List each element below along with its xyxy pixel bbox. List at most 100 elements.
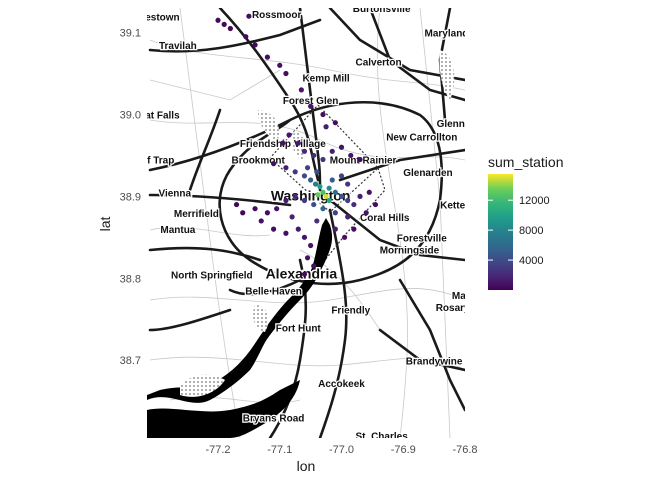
- data-point: [258, 218, 264, 224]
- place-label: Burtonsville: [353, 4, 411, 15]
- place-label: lf Trap: [144, 156, 174, 167]
- data-point: [252, 42, 258, 48]
- place-label: Vienna: [158, 188, 191, 199]
- y-tick-label: 38.8: [120, 273, 141, 285]
- data-point: [326, 185, 332, 191]
- place-label: Glenn D: [437, 119, 475, 130]
- points-layer: [215, 13, 379, 277]
- place-label: Belle Haven: [245, 287, 302, 298]
- data-point: [320, 189, 326, 195]
- data-point: [264, 54, 271, 60]
- data-point: [357, 156, 363, 163]
- data-point: [351, 201, 357, 208]
- data-point: [283, 165, 289, 171]
- place-label: Forest Glen: [283, 96, 339, 107]
- legend-colorbar: [488, 174, 513, 290]
- x-tick-label: -77.0: [329, 444, 354, 456]
- data-point: [304, 255, 311, 261]
- data-point: [270, 161, 277, 167]
- place-label: Coral Hills: [360, 213, 410, 224]
- data-point: [283, 197, 289, 204]
- map-background: [147, 8, 465, 438]
- place-label: Alexandria: [266, 265, 338, 281]
- data-point: [301, 173, 308, 179]
- place-label: Accokeek: [318, 379, 365, 390]
- data-point: [345, 214, 351, 220]
- data-point: [292, 193, 298, 199]
- data-point: [221, 21, 227, 27]
- data-point: [351, 226, 357, 232]
- marsh-hatching: [253, 305, 269, 332]
- data-point: [341, 234, 348, 240]
- data-point: [243, 34, 249, 40]
- data-point: [292, 169, 298, 175]
- data-point: [320, 206, 326, 212]
- data-point: [338, 173, 345, 179]
- x-tick-label: -77.2: [205, 444, 230, 456]
- place-label: Brookmont: [231, 156, 285, 167]
- data-point: [317, 183, 323, 190]
- place-label: New Carrollton: [386, 133, 457, 144]
- place-label: estown: [145, 12, 179, 23]
- place-label: Bryans Road: [243, 414, 305, 425]
- data-point: [332, 189, 338, 195]
- river-lower: [147, 380, 300, 438]
- place-label: Merrifield: [174, 209, 219, 220]
- data-point: [312, 181, 319, 187]
- data-point: [311, 201, 317, 208]
- place-label: Mount Rainier: [330, 156, 397, 167]
- data-point: [348, 152, 354, 159]
- data-point: [308, 242, 314, 249]
- data-point: [357, 193, 363, 199]
- data-point: [295, 140, 301, 146]
- y-axis: 38.7 38.8 38.9 39.0 39.1: [120, 28, 141, 368]
- legend: sum_station 4000 8000 12000: [488, 154, 563, 290]
- water-hatching: [258, 110, 280, 140]
- data-point: [311, 152, 317, 159]
- data-point: [308, 103, 314, 109]
- data-point: [280, 140, 286, 146]
- legend-tick-label: 8000: [519, 225, 543, 237]
- data-point: [270, 226, 277, 232]
- data-point: [338, 144, 345, 150]
- x-axis-title: lon: [297, 458, 316, 474]
- data-point: [314, 218, 320, 224]
- data-point: [329, 177, 335, 183]
- data-point: [372, 201, 379, 208]
- data-point: [277, 62, 283, 68]
- river-hatching: [180, 374, 225, 397]
- place-label: Kette: [440, 201, 465, 212]
- data-point: [308, 177, 314, 183]
- place-label: Forestville: [397, 233, 447, 244]
- place-label: Washington: [271, 187, 351, 203]
- data-point: [320, 156, 326, 163]
- data-point: [323, 193, 329, 199]
- data-point: [286, 132, 292, 138]
- place-label: at Falls: [145, 111, 180, 122]
- legend-tick-label: 4000: [519, 255, 543, 267]
- x-axis: -77.2 -77.1 -77.0 -76.9 -76.8: [205, 444, 477, 456]
- place-label: Rossmoor: [252, 10, 302, 21]
- legend-title: sum_station: [488, 154, 563, 170]
- data-point: [363, 210, 369, 216]
- data-point: [326, 197, 332, 204]
- place-label: Travilah: [159, 41, 197, 52]
- data-point: [264, 210, 271, 216]
- data-point: [301, 234, 308, 240]
- y-axis-title: lat: [97, 217, 113, 232]
- reservoir-hatching: [439, 50, 455, 100]
- place-label: Morningside: [380, 246, 440, 257]
- place-label: Calverton: [355, 57, 401, 68]
- data-point: [301, 197, 308, 204]
- data-point: [304, 165, 311, 171]
- data-point: [338, 193, 345, 199]
- place-label: Ma: [452, 291, 466, 302]
- y-tick-label: 38.7: [120, 355, 141, 367]
- data-point: [329, 148, 335, 154]
- x-tick-label: -76.8: [452, 444, 477, 456]
- place-label: Glenarden: [403, 168, 452, 179]
- data-point: [332, 226, 338, 232]
- data-point: [301, 271, 308, 277]
- place-label: Friendly: [331, 306, 370, 317]
